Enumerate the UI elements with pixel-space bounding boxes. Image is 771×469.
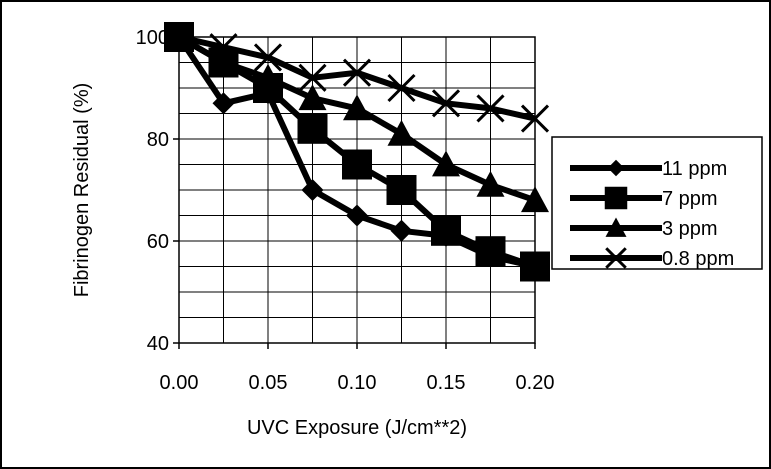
x-tick-label: 0.00 bbox=[160, 372, 199, 394]
data-point-triangle bbox=[343, 94, 371, 121]
legend-label: 7 ppm bbox=[662, 188, 718, 210]
data-point-diamond bbox=[390, 219, 413, 242]
data-point-x bbox=[431, 89, 461, 118]
data-point-triangle bbox=[521, 186, 549, 213]
y-tick-label: 80 bbox=[147, 129, 169, 151]
legend-entry: 7 ppm bbox=[570, 186, 718, 210]
x-tick-label: 0.15 bbox=[427, 372, 466, 394]
y-axis-title: Fibrinogen Residual (%) bbox=[71, 83, 93, 298]
series-layer bbox=[164, 22, 550, 282]
y-tick-label: 40 bbox=[147, 333, 169, 355]
data-point-x bbox=[476, 94, 505, 123]
data-point-x bbox=[253, 43, 283, 72]
data-point-x bbox=[605, 247, 627, 269]
legend-entry: 0.8 ppm bbox=[570, 247, 734, 270]
x-tick-label: 0.05 bbox=[249, 372, 288, 394]
data-point-square bbox=[342, 149, 372, 180]
data-point-square bbox=[297, 113, 328, 144]
y-tick-label: 60 bbox=[147, 231, 169, 253]
data-point-triangle bbox=[605, 217, 627, 237]
data-point-triangle bbox=[209, 48, 238, 75]
data-point-square bbox=[431, 215, 461, 246]
legend-entry: 11 ppm bbox=[570, 158, 727, 180]
data-point-diamond bbox=[301, 179, 324, 201]
data-point-x bbox=[342, 58, 372, 87]
x-axis-ticks: 0.00 0.05 0.10 0.15 0.20 bbox=[160, 343, 555, 394]
data-point-square bbox=[604, 186, 628, 210]
data-point-x bbox=[520, 104, 550, 133]
data-point-square bbox=[475, 236, 506, 267]
legend-label: 0.8 ppm bbox=[662, 248, 734, 270]
data-point-diamond bbox=[607, 159, 625, 177]
data-point-square bbox=[386, 175, 417, 205]
y-tick-label: 100 bbox=[136, 27, 169, 49]
legend-label: 11 ppm bbox=[662, 158, 727, 180]
y-axis-ticks: 40 60 80 100 bbox=[136, 27, 179, 355]
x-tick-label: 0.20 bbox=[516, 372, 555, 394]
data-point-triangle bbox=[432, 150, 460, 177]
legend-box bbox=[551, 136, 763, 270]
data-point-x bbox=[298, 63, 327, 92]
data-point-x bbox=[209, 33, 238, 62]
legend: 11 ppm 7 ppm 3 ppm 0.8 ppm bbox=[551, 136, 763, 270]
data-point-x bbox=[387, 73, 416, 103]
data-point-triangle bbox=[387, 119, 416, 146]
x-tick-label: 0.10 bbox=[338, 372, 377, 394]
data-point-triangle bbox=[298, 84, 327, 111]
data-point-triangle bbox=[254, 63, 282, 90]
data-point-x bbox=[164, 22, 194, 52]
data-point-triangle bbox=[476, 170, 505, 197]
legend-label: 3 ppm bbox=[662, 218, 718, 240]
legend-entry: 3 ppm bbox=[570, 217, 718, 240]
data-point-diamond bbox=[212, 92, 235, 115]
data-point-square bbox=[520, 251, 550, 282]
series-0-8-ppm bbox=[164, 22, 550, 133]
x-axis-title: UVC Exposure (J/cm**2) bbox=[247, 417, 467, 439]
data-point-diamond bbox=[346, 204, 368, 227]
